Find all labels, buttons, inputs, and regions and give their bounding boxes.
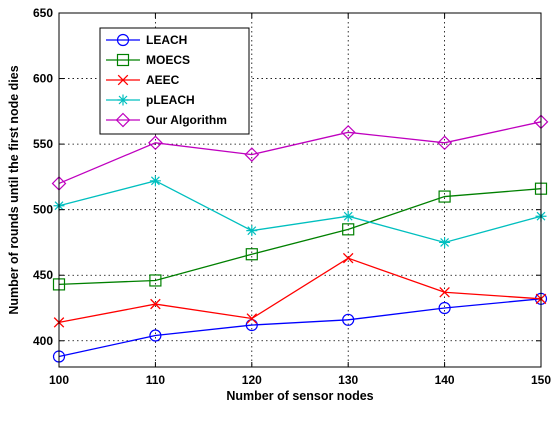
x-tick-label: 130 — [338, 373, 358, 387]
data-point-moecs — [438, 190, 451, 203]
series-line-aeec — [58, 257, 542, 324]
legend-item-leach: LEACH — [106, 33, 187, 47]
legend-item-aeec: AEEC — [106, 73, 180, 87]
x-axis-title: Number of sensor nodes — [226, 389, 373, 403]
data-point-pleach — [246, 225, 258, 237]
data-point-pleach — [342, 210, 354, 222]
legend-item-pleach: pLEACH — [106, 93, 195, 107]
legend-item-our-algorithm: Our Algorithm — [106, 112, 227, 128]
y-tick-label: 400 — [33, 334, 53, 348]
legend-marker — [117, 94, 129, 106]
data-point-moecs — [245, 248, 258, 261]
y-axis-title: Number of rounds until the first node di… — [7, 65, 21, 314]
data-point-leach — [149, 329, 162, 342]
legend-marker — [116, 53, 130, 67]
series-layer — [51, 114, 549, 363]
data-point-moecs — [342, 223, 355, 236]
data-point-leach — [245, 318, 258, 332]
series-line-moecs — [58, 188, 542, 286]
y-tick-label: 650 — [33, 6, 53, 20]
plot-frame — [58, 12, 542, 368]
x-tick-label: 100 — [49, 373, 69, 387]
series-line-our-algorithm — [58, 121, 542, 185]
y-tick-label: 450 — [33, 268, 53, 282]
x-tick-label: 120 — [242, 373, 262, 387]
y-tick-label: 550 — [33, 137, 53, 151]
legend-marker — [117, 74, 129, 86]
data-point-our-algorithm — [244, 147, 260, 162]
x-tick-label: 150 — [531, 373, 551, 387]
legend-label: pLEACH — [146, 93, 195, 107]
legend: LEACH MOECS AEEC pLEACH Our Algorithm — [99, 27, 250, 135]
data-point-aeec — [439, 287, 450, 298]
series-leach — [52, 292, 548, 363]
y-tick-label: 600 — [33, 72, 53, 86]
data-point-aeec — [150, 298, 161, 310]
data-point-pleach — [439, 236, 451, 248]
x-tick-label: 110 — [146, 373, 166, 387]
y-tick-label: 500 — [33, 203, 53, 217]
legend-item-moecs: MOECS — [106, 53, 190, 67]
data-point-our-algorithm — [340, 124, 356, 140]
data-point-moecs — [149, 274, 162, 287]
axis-ticks: 100 110 120 130 140 150 400 450 500 550 600 650 — [33, 6, 551, 387]
data-point-aeec — [342, 252, 354, 264]
series-line-pleach — [58, 180, 542, 244]
data-point-leach — [438, 301, 451, 315]
legend-label: MOECS — [146, 53, 190, 67]
legend-label: Our Algorithm — [146, 113, 227, 127]
x-tick-label: 140 — [435, 373, 455, 387]
data-point-our-algorithm — [148, 135, 163, 151]
legend-marker — [115, 112, 131, 128]
series-line-leach — [58, 298, 542, 358]
data-point-aeec — [246, 313, 258, 324]
data-point-our-algorithm — [437, 135, 452, 151]
legend-label: LEACH — [146, 33, 187, 47]
data-point-pleach — [149, 175, 161, 187]
legend-marker — [116, 33, 130, 47]
data-point-leach — [342, 313, 355, 326]
legend-label: AEEC — [146, 73, 180, 87]
